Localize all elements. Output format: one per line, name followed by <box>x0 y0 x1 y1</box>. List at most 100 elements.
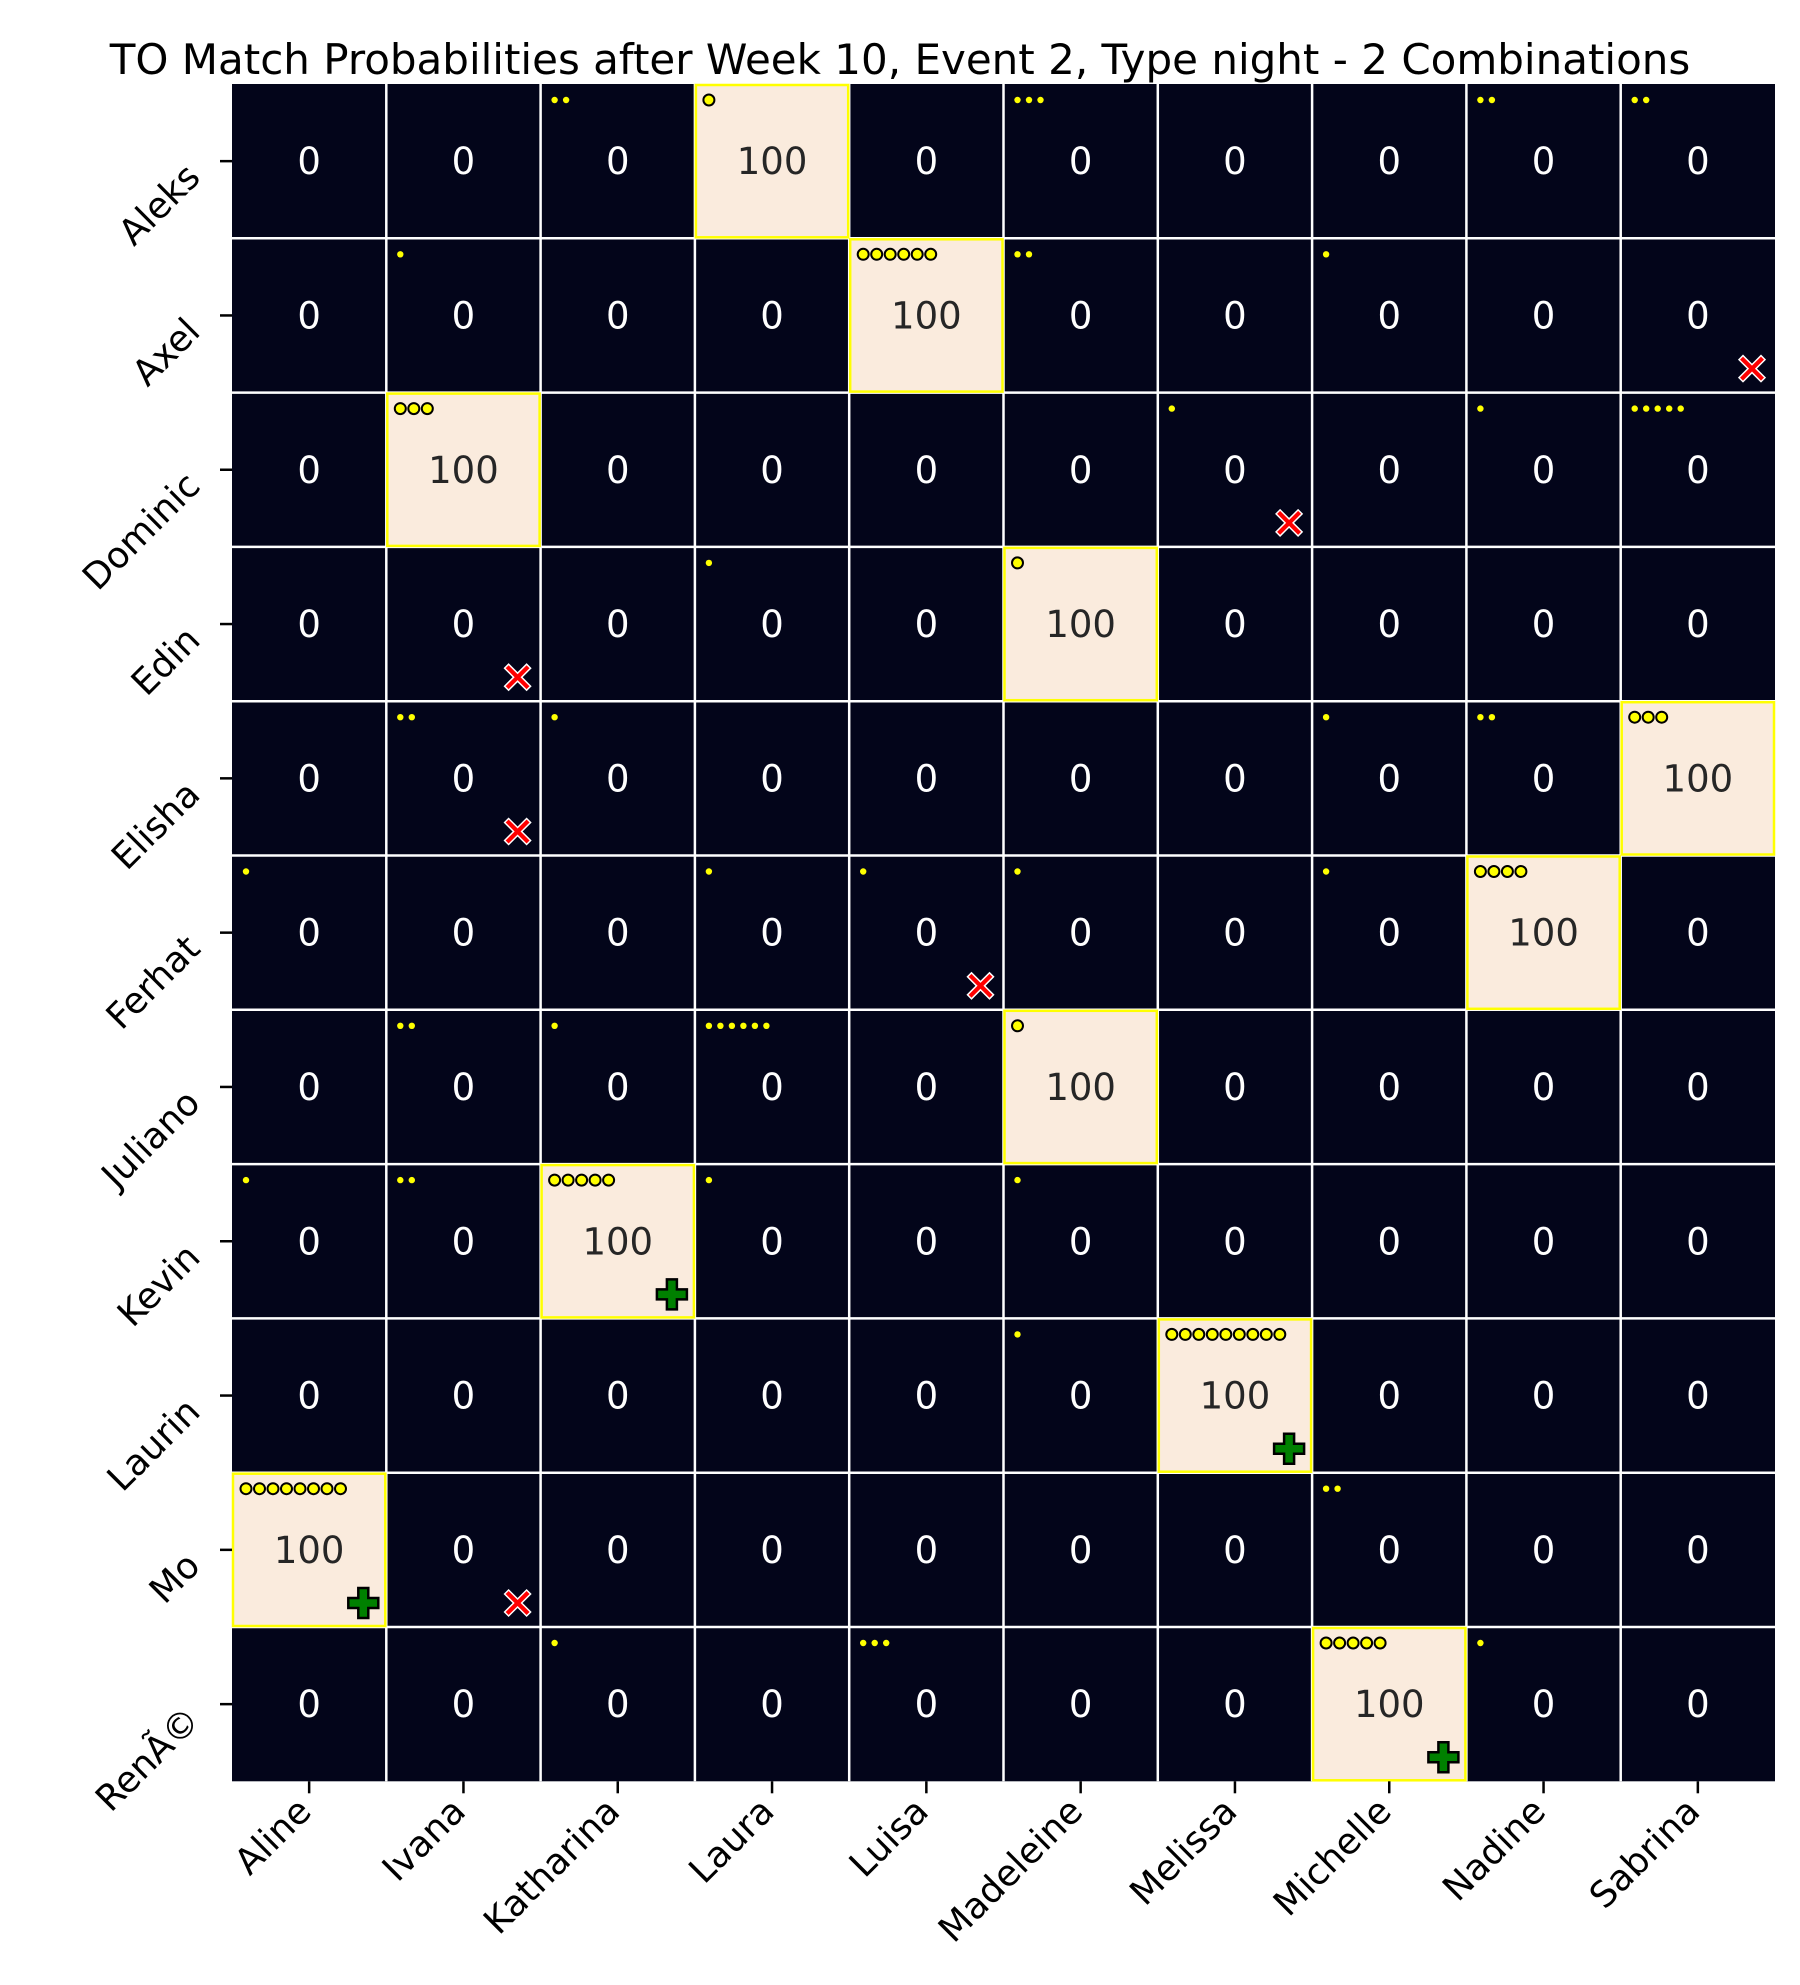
cell-value-label: 0 <box>1532 1529 1556 1572</box>
cell-value-label: 0 <box>1377 140 1401 183</box>
dot-marker <box>870 247 884 261</box>
x-axis-tick-label: Nadine <box>1435 1791 1554 1910</box>
heatmap-cell <box>386 392 541 547</box>
dot-marker <box>551 1639 558 1647</box>
dot-marker <box>717 1022 724 1029</box>
no-match-x-marker <box>1737 354 1767 383</box>
cell-value-label: 0 <box>297 449 321 492</box>
heatmap-cell <box>1466 1164 1621 1319</box>
heatmap-cell <box>232 701 387 856</box>
no-match-x-marker <box>503 1588 532 1618</box>
perfect-match-plus-marker <box>655 1278 689 1311</box>
y-axis-tick-label: Mo <box>142 1545 209 1612</box>
plus-shape <box>1272 1432 1306 1465</box>
cell-value-label: 0 <box>760 757 784 800</box>
cell-value-label: 0 <box>1686 449 1710 492</box>
dot-marker <box>1014 1331 1021 1338</box>
dot-marker <box>883 247 897 261</box>
heatmap-cell <box>232 855 387 1010</box>
cell-value-label: 0 <box>1377 1375 1401 1418</box>
cell-value-label: 0 <box>606 1529 630 1572</box>
heatmap-cell <box>1157 1472 1313 1627</box>
highlight-border <box>1466 855 1621 1011</box>
x-shape <box>1275 508 1304 537</box>
cell-value-label: 0 <box>1377 294 1401 337</box>
x-axis-tick-label: Katharina <box>476 1791 628 1943</box>
y-axis-tick-label: Kevin <box>110 1237 208 1335</box>
cell-value-label: 0 <box>1069 1220 1093 1263</box>
dot-marker <box>705 559 713 567</box>
dot-marker <box>408 1176 415 1184</box>
heatmap-cell <box>1003 855 1158 1010</box>
heatmap-cell <box>1157 855 1313 1010</box>
heatmap-cell <box>849 392 1004 547</box>
chart-title: TO Match Probabilities after Week 10, Ev… <box>109 35 1691 84</box>
dot-marker <box>860 1639 867 1647</box>
x-shape <box>503 817 532 846</box>
highlight-border <box>1003 546 1159 702</box>
cell-value-label: 0 <box>452 1220 476 1263</box>
heatmap-cells <box>232 84 1775 1782</box>
dot-marker <box>1232 1327 1246 1341</box>
cell-value-label: 0 <box>1532 140 1556 183</box>
cell-value-label: 0 <box>452 912 476 955</box>
cell-value-label: 0 <box>452 140 476 183</box>
dot-marker <box>1373 1636 1387 1650</box>
heatmap-cell <box>540 546 695 702</box>
heatmap-cell <box>1466 1318 1621 1473</box>
dot-marker <box>1488 96 1496 104</box>
dot-marker <box>856 247 870 261</box>
dot-marker <box>242 868 250 875</box>
x-shape <box>503 663 532 692</box>
cell-value-label: 0 <box>606 1375 630 1418</box>
dot-marker <box>702 93 716 107</box>
heatmap-cell <box>540 1318 695 1473</box>
y-axis-tick-label: RenÃ© <box>87 1699 208 1820</box>
cell-value-label: 0 <box>297 1220 321 1263</box>
cell-value-label: 0 <box>606 294 630 337</box>
dot-marker <box>860 868 867 875</box>
dot-marker <box>307 1482 320 1496</box>
heatmap-cell <box>694 1009 850 1165</box>
dot-marker <box>1322 1485 1330 1492</box>
heatmap-cell <box>1312 392 1467 547</box>
cell-value-label: 0 <box>297 1683 321 1726</box>
cell-value-label: 100 <box>428 449 499 492</box>
highlight-border <box>1311 1626 1467 1782</box>
highlight-border <box>386 392 541 548</box>
heatmap-cell <box>386 238 541 393</box>
cell-value-label: 0 <box>606 757 630 800</box>
cell-value-label: 100 <box>274 1529 345 1572</box>
cell-value-label: 0 <box>1532 603 1556 646</box>
highlight-border <box>694 83 850 239</box>
x-axis-tick-label: Michelle <box>1266 1791 1400 1925</box>
cell-value-label: 0 <box>915 757 939 800</box>
heatmap-cell <box>1620 84 1775 239</box>
dot-marker <box>1178 1327 1192 1341</box>
dot-marker <box>551 96 558 104</box>
perfect-match-plus-marker <box>1427 1741 1460 1774</box>
cell-value-label: 100 <box>1200 1375 1271 1418</box>
cell-value-label: 0 <box>1532 294 1556 337</box>
heatmap-cell <box>1312 1318 1467 1473</box>
plus-shape <box>1427 1741 1460 1774</box>
cell-value-label: 0 <box>452 294 476 337</box>
cell-value-label: 0 <box>760 1529 784 1572</box>
dot-marker <box>763 1022 770 1029</box>
heatmap-cell <box>1157 701 1313 856</box>
dot-marker <box>420 402 434 416</box>
cell-value-label: 0 <box>1377 912 1401 955</box>
heatmap-cell <box>1620 546 1775 702</box>
dot-marker <box>1643 96 1650 104</box>
heatmap-cell <box>1620 1009 1775 1165</box>
heatmap-cell <box>232 1627 387 1782</box>
dot-marker <box>588 1173 602 1187</box>
dot-markers <box>239 93 1684 1650</box>
dot-marker <box>1037 96 1044 104</box>
y-axis-tick-label: Edin <box>124 619 208 703</box>
dot-marker <box>397 1022 404 1029</box>
cell-value-label: 0 <box>915 1529 939 1572</box>
dot-marker <box>1488 714 1496 721</box>
dot-marker <box>1205 1327 1219 1341</box>
